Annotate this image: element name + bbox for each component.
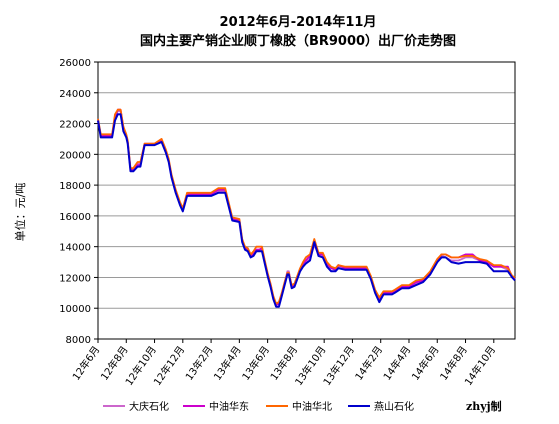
series-lines: [97, 108, 516, 308]
legend-label: 大庆石化: [129, 400, 169, 413]
chart-title: 2012年6月-2014年11月: [220, 14, 377, 30]
y-tick-label: 12000: [59, 273, 91, 284]
legend-label: 中油华北: [292, 400, 332, 413]
legend-label: 中油华东: [209, 400, 249, 413]
y-tick-label: 10000: [59, 304, 91, 315]
y-tick-label: 26000: [59, 58, 91, 69]
y-tick-label: 16000: [59, 212, 91, 223]
plot-area-frame: [97, 61, 516, 340]
y-axis-label: 单位：元/吨: [13, 183, 27, 242]
grid-lines: [98, 92, 515, 309]
legend: 大庆石化 中油华东 中油华北 燕山石化: [103, 400, 414, 413]
credit-text: zhyj制: [466, 399, 502, 413]
y-tick-label: 8000: [66, 335, 91, 346]
y-tick-label: 18000: [59, 181, 91, 192]
series-line-4: [97, 113, 516, 308]
legend-label: 燕山石化: [374, 400, 414, 413]
y-tick-label: 22000: [59, 120, 91, 131]
chart-subtitle: 国内主要产销企业顺丁橡胶（BR9000）出厂价走势图: [140, 33, 456, 49]
y-axis: 8000 10000 12000 14000 16000 18000 20000 22000 2…: [59, 58, 98, 346]
y-tick-label: 24000: [59, 89, 91, 100]
y-tick-label: 20000: [59, 150, 91, 161]
y-tick-label: 14000: [59, 243, 91, 254]
